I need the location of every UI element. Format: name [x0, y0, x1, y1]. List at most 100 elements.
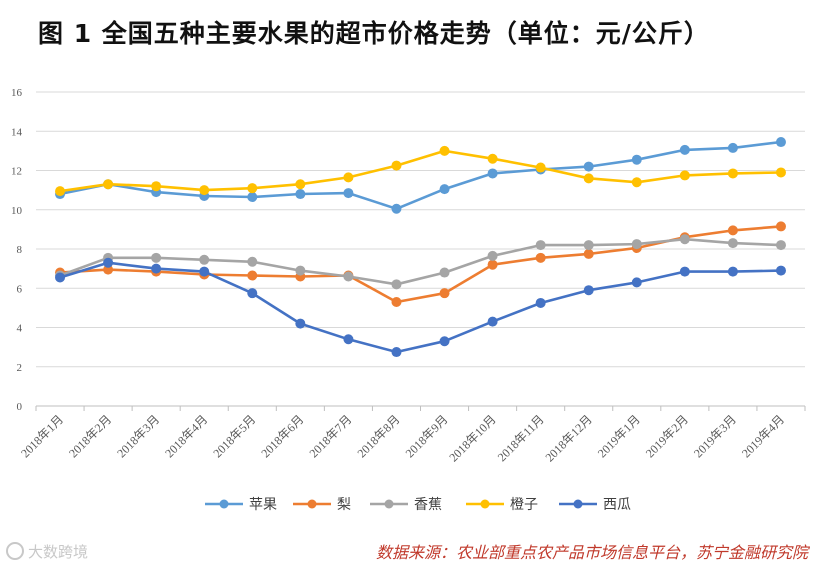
watermark-logo-icon — [6, 542, 24, 560]
data-point-苹果 — [727, 142, 738, 153]
series-line-苹果 — [59, 140, 782, 211]
data-point-西瓜 — [583, 285, 594, 296]
y-tick-label: 4 — [17, 323, 23, 335]
x-tick-label: 2018年4月 — [162, 412, 210, 460]
data-point-香蕉 — [343, 271, 354, 282]
x-tick-label: 2018年6月 — [258, 412, 306, 460]
data-point-梨 — [391, 296, 402, 307]
x-tick-label: 2018年5月 — [210, 412, 258, 460]
legend-swatch-marker — [384, 499, 394, 509]
data-point-梨 — [535, 252, 546, 263]
series-line-梨 — [59, 225, 782, 304]
y-tick-label: 8 — [17, 244, 23, 256]
data-point-橙子 — [247, 183, 258, 194]
legend-label: 梨 — [337, 497, 351, 513]
data-point-橙子 — [55, 186, 66, 197]
data-point-橙子 — [535, 162, 546, 173]
data-point-橙子 — [583, 173, 594, 184]
y-tick-label: 2 — [17, 362, 23, 374]
data-point-梨 — [727, 225, 738, 236]
data-point-梨 — [775, 221, 786, 232]
data-source-note: 数据来源：农业部重点农产品市场信息平台，苏宁金融研究院 — [375, 543, 808, 562]
legend: 苹果 梨 香蕉 橙子 西瓜 — [205, 497, 631, 513]
data-point-梨 — [247, 270, 258, 281]
data-point-苹果 — [295, 189, 306, 200]
x-tick-label: 2018年1月 — [18, 412, 66, 460]
data-point-梨 — [103, 264, 114, 275]
data-point-西瓜 — [679, 266, 690, 277]
data-point-梨 — [439, 288, 450, 299]
data-point-苹果 — [631, 154, 642, 165]
x-tick-label: 2019年1月 — [595, 412, 643, 460]
data-point-香蕉 — [487, 250, 498, 261]
data-point-西瓜 — [103, 257, 114, 268]
data-point-梨 — [487, 259, 498, 270]
x-tick-label: 2019年4月 — [739, 412, 787, 460]
y-tick-label: 6 — [17, 283, 23, 295]
data-point-橙子 — [151, 181, 162, 192]
x-axis: 2018年1月 2018年2月 2018年3月 2018年4月 2018年5月 2018年… — [18, 406, 806, 465]
data-point-橙子 — [775, 167, 786, 178]
data-point-西瓜 — [775, 265, 786, 276]
data-point-梨 — [583, 248, 594, 259]
data-point-苹果 — [583, 161, 594, 172]
data-point-西瓜 — [439, 336, 450, 347]
legend-swatch-marker — [219, 499, 229, 509]
data-point-香蕉 — [391, 279, 402, 290]
y-axis: 0 2 4 6 8 10 12 14 16 — [11, 87, 23, 413]
data-point-橙子 — [199, 185, 210, 196]
data-point-西瓜 — [391, 347, 402, 358]
data-point-香蕉 — [535, 240, 546, 251]
data-point-香蕉 — [631, 239, 642, 250]
data-point-香蕉 — [199, 254, 210, 265]
data-point-西瓜 — [727, 266, 738, 277]
data-point-橙子 — [343, 172, 354, 183]
data-point-橙子 — [631, 177, 642, 188]
data-point-橙子 — [103, 179, 114, 190]
data-point-橙子 — [391, 160, 402, 171]
data-point-橙子 — [439, 145, 450, 156]
series-lines — [55, 137, 786, 358]
data-point-苹果 — [775, 137, 786, 148]
legend-label: 苹果 — [249, 497, 277, 513]
data-point-橙子 — [679, 170, 690, 181]
legend-swatch-marker — [480, 499, 490, 509]
x-tick-label: 2019年3月 — [691, 412, 739, 460]
data-point-西瓜 — [247, 288, 258, 299]
x-tick-label: 2018年7月 — [306, 412, 354, 460]
x-tick-label: 2018年11月 — [495, 412, 547, 464]
series-line-橙子 — [59, 149, 782, 193]
y-tick-label: 10 — [11, 205, 23, 217]
legend-label: 橙子 — [510, 497, 538, 513]
y-tick-label: 14 — [11, 126, 23, 138]
watermark-text: 大数跨境 — [28, 543, 89, 561]
x-tick-label: 2018年2月 — [66, 412, 114, 460]
data-point-橙子 — [727, 168, 738, 179]
x-tick-label: 2019年2月 — [643, 412, 691, 460]
x-tick-label: 2018年10月 — [446, 412, 498, 464]
x-tick-label: 2018年8月 — [354, 412, 402, 460]
data-point-香蕉 — [583, 240, 594, 251]
data-point-西瓜 — [535, 297, 546, 308]
data-point-苹果 — [247, 191, 258, 202]
data-point-西瓜 — [487, 316, 498, 327]
y-tick-label: 16 — [11, 87, 23, 99]
data-point-苹果 — [487, 168, 498, 179]
data-point-香蕉 — [295, 265, 306, 276]
data-point-苹果 — [679, 144, 690, 155]
x-tick-label: 2018年12月 — [543, 412, 595, 464]
legend-swatch-marker — [307, 499, 317, 509]
series-line-香蕉 — [59, 237, 782, 286]
data-point-香蕉 — [247, 256, 258, 267]
data-point-香蕉 — [775, 240, 786, 251]
data-point-苹果 — [391, 203, 402, 214]
data-point-西瓜 — [55, 272, 66, 283]
y-tick-label: 12 — [11, 166, 22, 178]
x-tick-label: 2018年9月 — [403, 412, 451, 460]
data-point-西瓜 — [151, 263, 162, 274]
data-point-苹果 — [439, 184, 450, 195]
data-point-苹果 — [343, 188, 354, 199]
data-point-西瓜 — [295, 318, 306, 329]
legend-swatch-marker — [573, 499, 583, 509]
